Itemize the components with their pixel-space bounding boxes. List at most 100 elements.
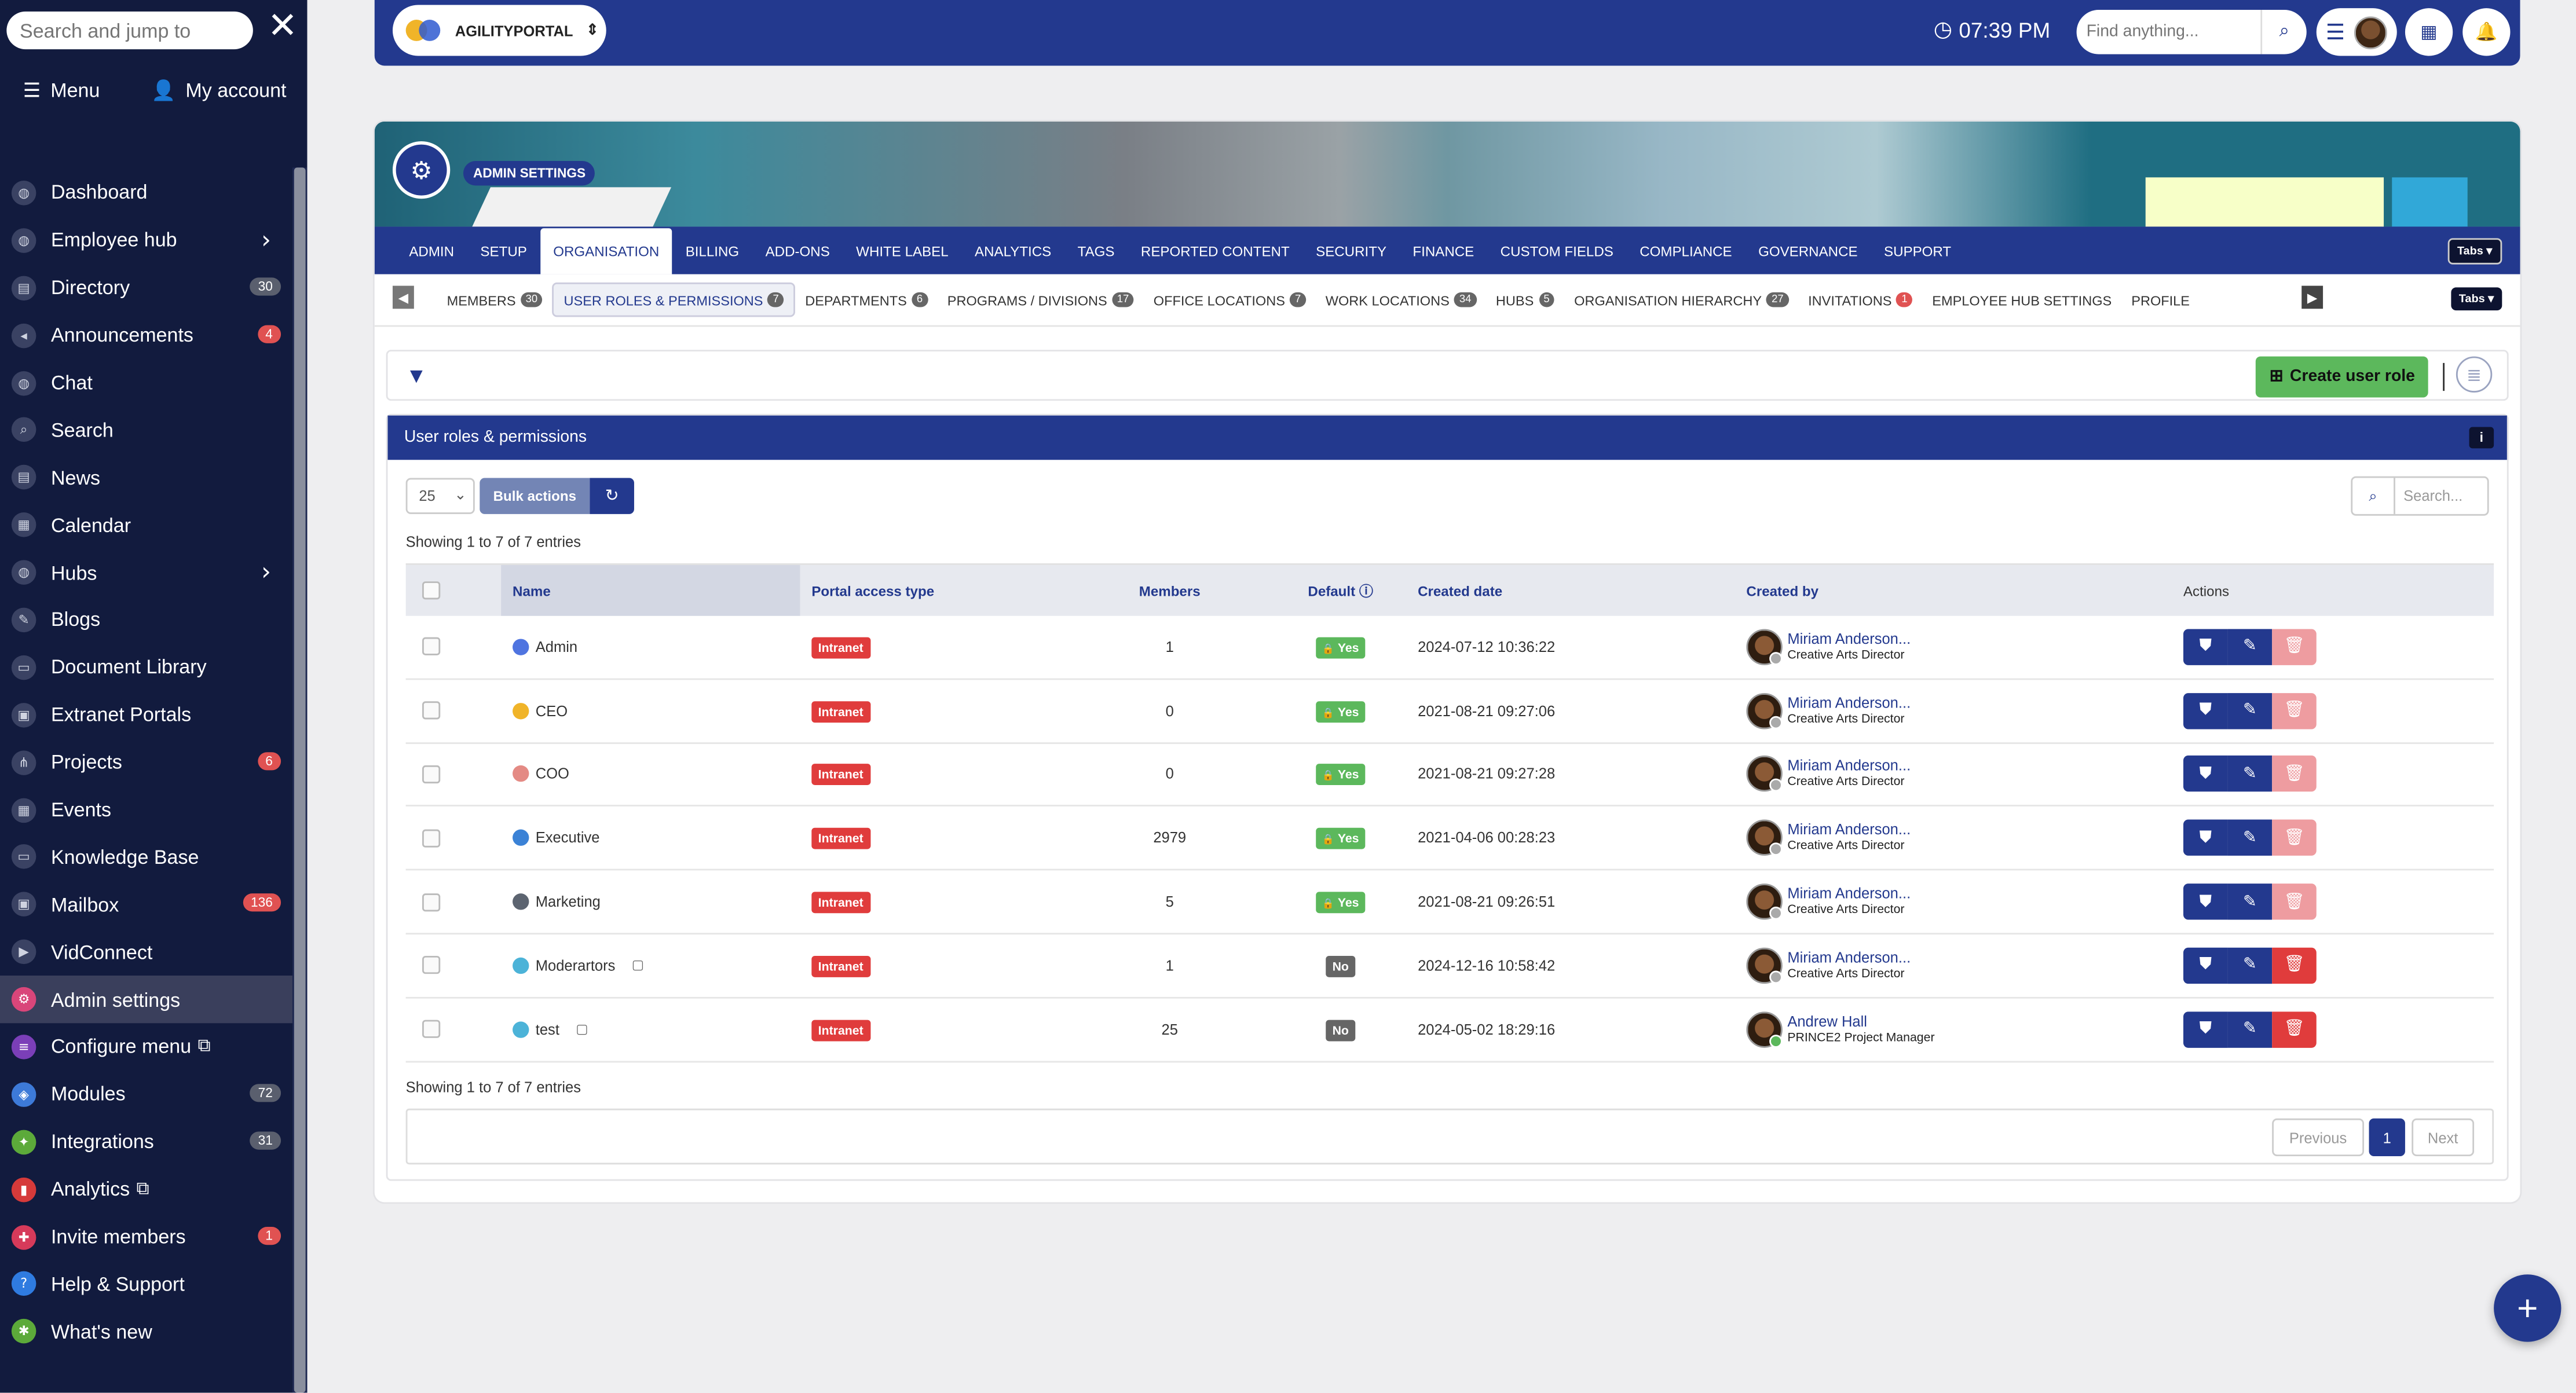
subtab-user-roles-permissions[interactable]: USER ROLES & PERMISSIONS 7 xyxy=(552,282,796,317)
tab-organisation[interactable]: ORGANISATION xyxy=(540,228,673,274)
search-icon[interactable]: ⌕ xyxy=(2260,10,2306,54)
global-search-input[interactable] xyxy=(2076,23,2261,41)
tab-reported-content[interactable]: REPORTED CONTENT xyxy=(1140,242,1290,259)
subtab-hubs[interactable]: HUBS 5 xyxy=(1486,283,1564,317)
sidebar-item-configure-menu[interactable]: ≡ Configure menu ⧉ xyxy=(0,1023,294,1071)
avatar[interactable] xyxy=(1746,820,1783,856)
permissions-shield-icon[interactable]: ⛊ xyxy=(2183,756,2228,793)
my-account-button[interactable]: 👤 My account xyxy=(151,79,286,102)
page-1-button[interactable]: 1 xyxy=(2369,1118,2405,1157)
sidebar-item-news[interactable]: ▤ News xyxy=(0,454,294,501)
avatar[interactable] xyxy=(1746,947,1783,984)
edit-pencil-icon[interactable]: ✎ xyxy=(2227,1011,2273,1047)
creator-name-link[interactable]: Miriam Anderson... xyxy=(1787,630,1911,647)
column-header-created[interactable]: Created date xyxy=(1418,582,1503,599)
bulk-actions-button[interactable]: Bulk actions xyxy=(480,478,590,514)
row-checkbox[interactable] xyxy=(422,765,441,784)
scroll-left-icon[interactable]: ◀ xyxy=(392,285,414,309)
subtab-departments[interactable]: DEPARTMENTS 6 xyxy=(795,283,938,317)
sidebar-item-chat[interactable]: ◍ Chat xyxy=(0,359,294,406)
previous-page-button[interactable]: Previous xyxy=(2272,1118,2365,1157)
next-page-button[interactable]: Next xyxy=(2412,1118,2475,1157)
sidebar-item-modules[interactable]: ◈ Modules 72 xyxy=(0,1071,294,1118)
creator-name-link[interactable]: Miriam Anderson... xyxy=(1787,822,1911,838)
sidebar-search-input[interactable] xyxy=(6,11,253,50)
tab-tags[interactable]: TAGS xyxy=(1077,242,1115,259)
edit-pencil-icon[interactable]: ✎ xyxy=(2227,629,2273,665)
permissions-shield-icon[interactable]: ⛊ xyxy=(2183,884,2228,920)
tab-governance[interactable]: GOVERNANCE xyxy=(1758,242,1858,259)
sidebar-item-projects[interactable]: ⋔ Projects 6 xyxy=(0,739,294,786)
edit-pencil-icon[interactable]: ✎ xyxy=(2227,820,2273,856)
row-checkbox[interactable] xyxy=(422,829,441,848)
column-header-members[interactable]: Members xyxy=(1139,582,1201,599)
column-header-created-by[interactable]: Created by xyxy=(1746,582,1819,599)
tab-admin[interactable]: ADMIN xyxy=(409,242,455,259)
page-size-select[interactable]: 25 ⌄ xyxy=(405,478,475,514)
sidebar-item-employee-hub[interactable]: ◍ Employee hub › xyxy=(0,217,294,264)
sidebar-item-hubs[interactable]: ◍ Hubs › xyxy=(0,549,294,596)
creator-name-link[interactable]: Miriam Anderson... xyxy=(1787,949,1911,966)
tab-security[interactable]: SECURITY xyxy=(1316,242,1387,259)
sidebar-item-blogs[interactable]: ✎ Blogs xyxy=(0,596,294,644)
tabs-dropdown-button[interactable]: Tabs ▾ xyxy=(2447,238,2502,265)
subtab-work-locations[interactable]: WORK LOCATIONS 34 xyxy=(1316,283,1486,317)
tab-finance[interactable]: FINANCE xyxy=(1413,242,1474,259)
sidebar-item-what-s-new[interactable]: ✱ What's new xyxy=(0,1308,294,1355)
avatar[interactable] xyxy=(1746,1011,1783,1047)
subtab-organisation-hierarchy[interactable]: ORGANISATION HIERARCHY 27 xyxy=(1564,283,1798,317)
permissions-shield-icon[interactable]: ⛊ xyxy=(2183,692,2228,729)
subtab-members[interactable]: MEMBERS 30 xyxy=(437,283,552,317)
sidebar-scrollbar[interactable] xyxy=(294,167,306,1393)
permissions-shield-icon[interactable]: ⛊ xyxy=(2183,820,2228,856)
row-checkbox[interactable] xyxy=(422,892,441,911)
scroll-right-icon[interactable]: ▶ xyxy=(2301,285,2323,309)
edit-pencil-icon[interactable]: ✎ xyxy=(2227,756,2273,793)
edit-pencil-icon[interactable]: ✎ xyxy=(2227,884,2273,920)
column-header-portal[interactable]: Portal access type xyxy=(811,582,935,599)
sidebar-item-admin-settings[interactable]: ⚙ Admin settings xyxy=(0,976,294,1024)
add-fab-button[interactable]: + xyxy=(2494,1274,2562,1342)
sidebar-item-analytics[interactable]: ▮ Analytics ⧉ xyxy=(0,1165,294,1213)
row-checkbox[interactable] xyxy=(422,637,441,656)
portal-switcher[interactable]: AGILITYPORTAL ⇕ xyxy=(392,5,606,56)
tab-white-label[interactable]: WHITE LABEL xyxy=(856,242,949,259)
sidebar-item-events[interactable]: ▦ Events xyxy=(0,786,294,834)
edit-pencil-icon[interactable]: ✎ xyxy=(2227,947,2273,984)
creator-name-link[interactable]: Andrew Hall xyxy=(1787,1013,1867,1029)
calendar-icon[interactable]: ▦ xyxy=(2405,8,2453,56)
subtab-profile[interactable]: PROFILE xyxy=(2121,283,2200,317)
menu-button[interactable]: ☰ Menu xyxy=(23,79,100,102)
info-icon[interactable]: i xyxy=(2469,427,2494,449)
tab-compliance[interactable]: COMPLIANCE xyxy=(1640,242,1732,259)
sidebar-item-help-support[interactable]: ? Help & Support xyxy=(0,1260,294,1308)
sidebar-item-integrations[interactable]: ✦ Integrations 31 xyxy=(0,1118,294,1165)
sidebar-item-invite-members[interactable]: ✚ Invite members 1 xyxy=(0,1213,294,1260)
tab-support[interactable]: SUPPORT xyxy=(1883,242,1952,259)
user-menu-button[interactable]: ☰ xyxy=(2316,8,2397,56)
sidebar-item-calendar[interactable]: ▦ Calendar xyxy=(0,501,294,549)
sidebar-item-directory[interactable]: ▤ Directory 30 xyxy=(0,264,294,311)
column-header-default[interactable]: Default ⓘ xyxy=(1276,581,1404,600)
subtab-invitations[interactable]: INVITATIONS 1 xyxy=(1798,283,1922,317)
sidebar-item-knowledge-base[interactable]: ▭ Knowledge Base xyxy=(0,834,294,881)
sidebar-item-extranet-portals[interactable]: ▣ Extranet Portals xyxy=(0,691,294,739)
subtab-employee-hub-settings[interactable]: EMPLOYEE HUB SETTINGS xyxy=(1922,283,2121,317)
subtab-programs-divisions[interactable]: PROGRAMS / DIVISIONS 17 xyxy=(938,283,1144,317)
avatar[interactable] xyxy=(1746,629,1783,665)
permissions-shield-icon[interactable]: ⛊ xyxy=(2183,629,2228,665)
sidebar-item-dashboard[interactable]: ◍ Dashboard xyxy=(0,169,294,217)
creator-name-link[interactable]: Miriam Anderson... xyxy=(1787,758,1911,775)
sidebar-item-mailbox[interactable]: ▣ Mailbox 136 xyxy=(0,881,294,928)
permissions-shield-icon[interactable]: ⛊ xyxy=(2183,947,2228,984)
tab-analytics[interactable]: ANALYTICS xyxy=(975,242,1052,259)
tab-billing[interactable]: BILLING xyxy=(685,242,740,259)
sidebar-item-document-library[interactable]: ▭ Document Library xyxy=(0,644,294,691)
sidebar-item-vidconnect[interactable]: ▶ VidConnect xyxy=(0,928,294,976)
refresh-icon[interactable]: ↻ xyxy=(590,478,634,514)
permissions-shield-icon[interactable]: ⛊ xyxy=(2183,1011,2228,1047)
tab-add-ons[interactable]: ADD-ONS xyxy=(765,242,830,259)
sidebar-item-announcements[interactable]: ◂ Announcements 4 xyxy=(0,311,294,359)
tab-setup[interactable]: SETUP xyxy=(480,242,527,259)
avatar[interactable] xyxy=(1746,884,1783,920)
